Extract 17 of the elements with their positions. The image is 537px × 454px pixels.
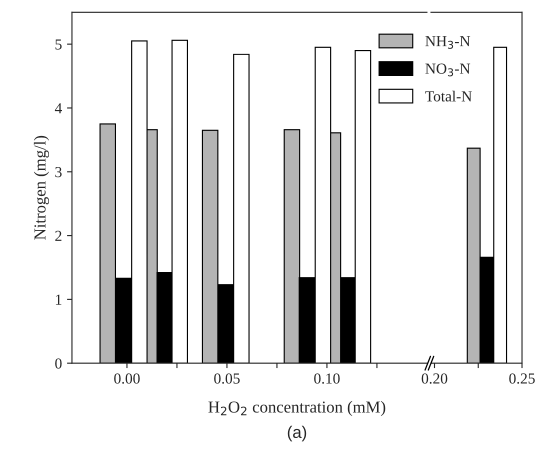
legend-label: NH$_{3}$-N	[425, 36, 470, 49]
x-axis-title: H$_{2}$O$_{2}$ concentration (mM)	[208, 400, 386, 416]
y-tick-label: 0	[55, 358, 62, 369]
y-tick-label: 1	[56, 294, 62, 305]
y-tick-label: 3	[55, 166, 62, 178]
y-tick-label: 2	[55, 230, 62, 241]
text: (a)	[288, 426, 306, 442]
legend-label: Total-N	[425, 90, 472, 102]
y-axis-title: Nitrogen (mg/l)	[34, 136, 50, 240]
x-tick-label: 0.25	[509, 373, 535, 384]
x-tick-label: 0.10	[314, 373, 340, 384]
x-tick-label: 0.20	[422, 373, 448, 384]
y-tick-label: 5	[55, 39, 62, 50]
y-tick-label: 4	[54, 103, 62, 114]
legend-label: NO$_{3}$-N	[425, 64, 470, 76]
x-tick-label: 0.00	[114, 373, 140, 384]
x-tick-label: 0.05	[214, 373, 240, 384]
